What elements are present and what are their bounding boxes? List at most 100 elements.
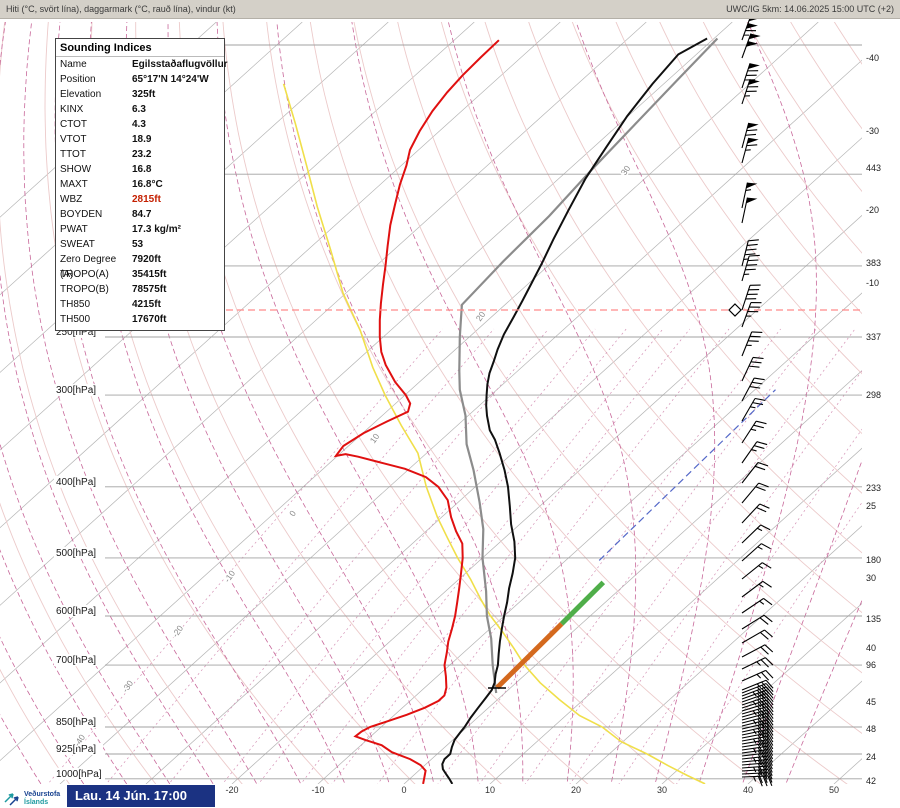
index-value: 6.3 [132,104,146,115]
adiabat-label: -20 [170,623,185,639]
wind-barb [741,63,760,89]
adiabat-label: 30 [619,163,633,177]
index-name: CTOT [60,119,88,130]
wind-barb [741,441,768,464]
index-value: 35415ft [132,269,167,280]
parcel-line [458,37,719,694]
indices-row: TTOT 23.2 [56,147,224,162]
right-axis-label: 233 [866,483,881,493]
right-axis-label: -20 [866,205,879,215]
indices-row: WBZ 2815ft [56,192,224,207]
pressure-axis-label: 300[hPa] [56,385,96,396]
indices-row: Name Egilsstaðaflugvöllur [56,57,228,72]
index-value: 53 [132,239,144,250]
right-axis-label: 30 [866,573,876,583]
pressure-axis-label: 1000[hPa] [56,769,102,780]
temp-axis-label: 50 [829,785,839,795]
wind-barb [741,719,774,731]
indices-row: TH850 4215ft [56,297,224,312]
wind-barb-column [741,15,774,787]
pressure-axis-label: 400[hPa] [56,477,96,488]
right-axis-label: 25 [866,501,876,511]
wind-barb [741,377,765,402]
wind-barb [741,712,774,725]
adiabat-label: -30 [120,678,135,694]
wind-barb [741,752,773,764]
mixing-ratio-lines [47,328,862,784]
index-name: MAXT [60,179,88,190]
right-axis-label: -40 [866,53,879,63]
wind-barb [741,722,774,735]
indices-row: SHOW 16.8 [56,162,224,177]
indices-row: PWAT 17.3 kg/m² [56,222,224,237]
wind-barb [741,122,759,149]
tropopause-diamond-marker [728,303,742,317]
right-axis-label: 48 [866,724,876,734]
indices-row: MAXT 16.8°C [56,177,224,192]
wind-barb [741,482,769,504]
wind-barb [741,755,773,767]
index-name: Position [60,74,96,85]
dewpoint-line [333,39,500,784]
index-name: TROPO(B) [60,284,109,295]
wind-barb [741,657,774,670]
right-axis-label: 383 [866,258,881,268]
index-value: 16.8°C [132,179,163,190]
wind-barb [741,765,773,777]
index-name: TH500 [60,314,91,325]
wind-barb [741,709,774,721]
index-value: 325ft [132,89,156,100]
index-name: BOYDEN [60,209,103,220]
wind-barb [741,137,759,164]
wind-barb [741,735,774,748]
indices-row: SWEAT 53 [56,237,224,252]
index-value: 17670ft [132,314,167,325]
index-value: 84.7 [132,209,152,220]
index-value: 17.3 kg/m² [132,224,181,235]
wind-barb [741,772,773,784]
shear-segment-green [559,580,606,626]
wind-barb [741,503,770,524]
wind-barb [741,420,767,444]
temp-axis-label: 0 [401,785,406,795]
pressure-axis-label: 500[hPa] [56,548,96,559]
indices-row: BOYDEN 84.7 [56,207,224,222]
index-name: TH850 [60,299,91,310]
index-value: 78575ft [132,284,167,295]
wind-barb [741,669,774,682]
wind-barb [741,562,772,580]
index-name: SWEAT [60,239,95,250]
wind-barb [741,768,773,780]
pressure-axis-label: 850[hPa] [56,717,96,728]
pressure-gridlines [105,44,862,780]
index-name: PWAT [60,224,88,235]
wind-barb [741,182,758,209]
indices-rows: Name Egilsstaðaflugvöllur Position 65°17'N … [56,57,228,327]
wind-barb [741,356,764,382]
temp-axis-label: 10 [485,785,495,795]
right-axis-label: 40 [866,643,876,653]
index-name: Elevation [60,89,102,100]
shear-segment-orange [495,622,564,690]
wind-barb [741,302,762,328]
temp-axis-label: 30 [657,785,667,795]
index-name: SHOW [60,164,92,175]
wind-barb [741,748,774,760]
index-value: 16.8 [132,164,152,175]
wind-barb [741,732,774,745]
wind-barb [741,331,763,357]
wind-barb [741,702,774,715]
indices-row: Zero Degree (A) 7920ft [56,252,224,280]
index-value: 23.2 [132,149,152,160]
temp-axis-label: 20 [571,785,581,795]
temp-axis-label: -20 [225,785,238,795]
right-axis-label: 443 [866,163,881,173]
right-axis-label: -10 [866,278,879,288]
wind-barb [741,715,774,729]
right-axis-label: -30 [866,126,879,136]
adiabat-label: 20 [474,309,488,323]
temp-axis-label: 40 [743,785,753,795]
header-left-text: Hiti (°C, svört lína), daggarmark (°C, r… [6,4,236,14]
indices-row: Elevation 325ft [56,87,224,102]
index-name: TROPO(A) [60,269,109,280]
